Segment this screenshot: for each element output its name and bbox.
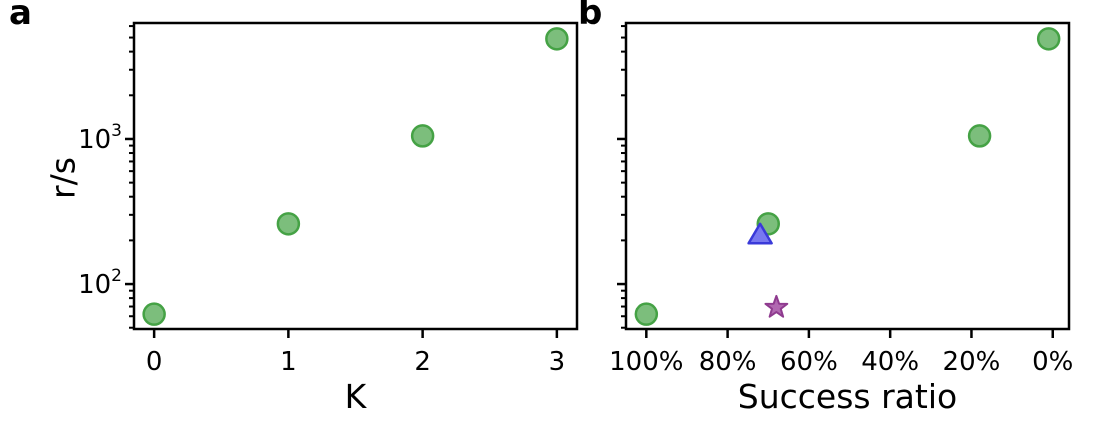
scatter-point-purple-star <box>764 294 789 318</box>
x-tick-label: 80% <box>699 347 757 377</box>
x-axis-label-success-ratio: Success ratio <box>737 377 958 416</box>
panel-a-label: a <box>9 0 32 33</box>
x-tick-label: 1 <box>280 347 297 377</box>
x-tick-label: 2 <box>414 347 431 377</box>
x-tick-label: 0% <box>1032 347 1073 377</box>
y-tick-label: 102 <box>78 266 122 300</box>
x-tick-label: 0 <box>146 347 163 377</box>
x-axis-label-k: K <box>344 377 367 416</box>
axes-spines <box>132 21 579 331</box>
y-tick-label: 103 <box>78 121 122 155</box>
scatter-point-green-circles <box>142 302 166 326</box>
scatter-point-green-circles <box>634 302 659 326</box>
scatter-point-green-circles <box>276 212 301 236</box>
x-tick-label: 40% <box>861 347 919 377</box>
scatter-point-green-circles <box>1036 27 1061 51</box>
scatter-point-green-circles <box>410 124 435 148</box>
axes-spines <box>624 21 1071 331</box>
x-tick-label: 60% <box>780 347 838 377</box>
x-tick-label: 20% <box>943 347 1001 377</box>
scatter-point-blue-triangle <box>747 222 773 245</box>
x-tick-label: 3 <box>549 347 566 377</box>
panel-b-label: b <box>578 0 603 33</box>
scatter-point-green-circles <box>967 124 992 148</box>
x-tick-label: 100% <box>609 347 683 377</box>
scatter-point-green-circles <box>545 27 569 51</box>
y-axis-label: r/s <box>43 157 83 199</box>
